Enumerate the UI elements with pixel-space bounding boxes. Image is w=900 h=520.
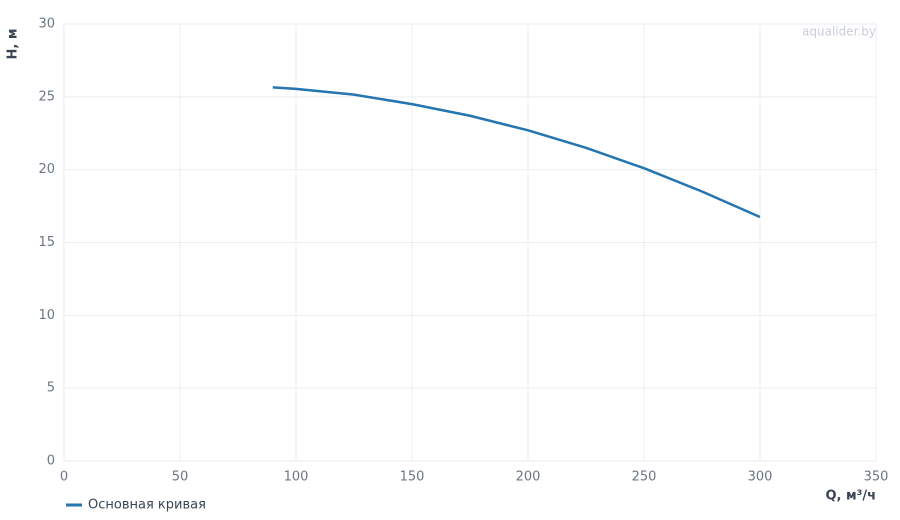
y-tick-label: 10 [38, 308, 55, 323]
x-tick-label: 150 [400, 470, 425, 485]
x-tick-label: 50 [172, 470, 189, 485]
line-series [272, 86, 761, 219]
watermark: aqualider.by [802, 25, 876, 39]
y-tick-label: 25 [38, 89, 55, 104]
x-tick-label: 0 [60, 470, 68, 485]
y-tick-label: 20 [38, 162, 55, 177]
x-tick-label: 250 [632, 470, 657, 485]
x-tick-label: 300 [748, 470, 773, 485]
y-tick-label: 5 [47, 381, 55, 396]
y-axis-label: H, м [6, 29, 21, 60]
y-tick-label: 30 [38, 17, 55, 32]
legend-label: Основная кривая [88, 498, 206, 513]
x-tick-label: 350 [864, 470, 889, 485]
x-axis-label: Q, м³/ч [825, 489, 876, 504]
x-tick-label: 200 [516, 470, 541, 485]
y-tick-label: 15 [38, 235, 55, 250]
x-tick-label: 100 [284, 470, 309, 485]
y-tick-label: 0 [47, 454, 55, 469]
